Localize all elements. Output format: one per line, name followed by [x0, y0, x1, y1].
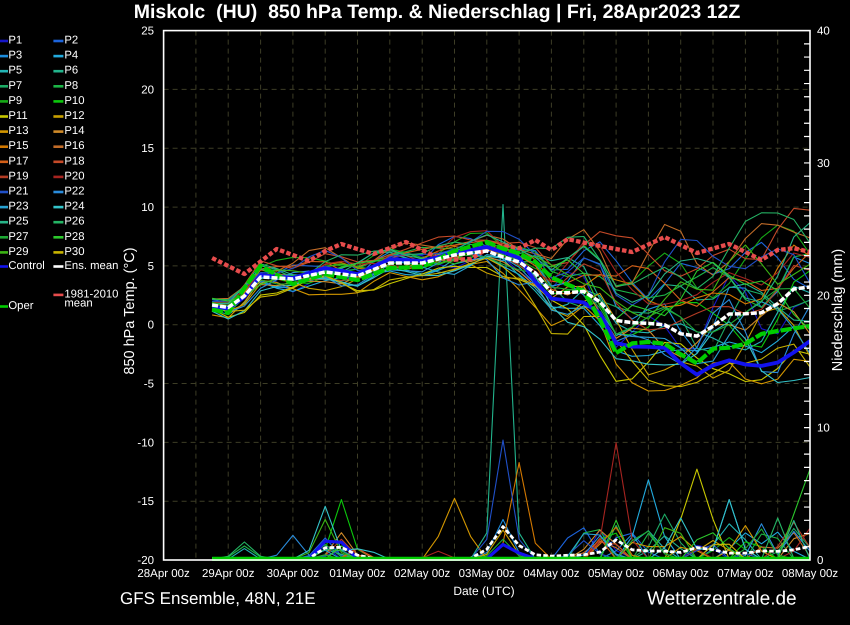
svg-text:P24: P24	[64, 201, 84, 213]
svg-text:Wetterzentrale.de: Wetterzentrale.de	[647, 589, 797, 610]
svg-text:P30: P30	[64, 246, 84, 258]
svg-text:25: 25	[141, 26, 154, 38]
svg-text:P6: P6	[64, 65, 78, 77]
svg-text:P15: P15	[8, 140, 28, 152]
svg-text:GFS Ensemble, 48N, 21E: GFS Ensemble, 48N, 21E	[120, 589, 316, 608]
svg-text:Niederschlag (mm): Niederschlag (mm)	[830, 249, 846, 371]
svg-text:Ens. mean: Ens. mean	[64, 260, 118, 272]
svg-text:0: 0	[817, 555, 823, 567]
svg-text:P28: P28	[64, 231, 84, 243]
svg-text:P25: P25	[8, 216, 28, 228]
svg-text:P5: P5	[8, 65, 22, 77]
svg-text:P11: P11	[8, 110, 27, 122]
svg-text:02May 00z: 02May 00z	[394, 568, 451, 580]
svg-text:P21: P21	[8, 186, 28, 198]
svg-text:P20: P20	[64, 170, 84, 182]
svg-text:40: 40	[817, 26, 830, 38]
svg-text:-20: -20	[137, 555, 154, 567]
svg-text:P1: P1	[8, 35, 22, 47]
svg-text:30Apr 00z: 30Apr 00z	[267, 568, 320, 580]
svg-text:P7: P7	[8, 80, 22, 92]
svg-text:P4: P4	[64, 50, 78, 62]
svg-text:P18: P18	[64, 155, 84, 167]
svg-text:5: 5	[148, 261, 154, 273]
svg-text:-15: -15	[137, 496, 154, 508]
svg-text:08May 00z: 08May 00z	[782, 568, 839, 580]
svg-text:Control: Control	[8, 260, 44, 272]
svg-text:0: 0	[148, 320, 154, 332]
svg-text:04May 00z: 04May 00z	[523, 568, 580, 580]
svg-text:05May 00z: 05May 00z	[588, 568, 645, 580]
svg-text:03May 00z: 03May 00z	[459, 568, 516, 580]
svg-text:P16: P16	[64, 140, 84, 152]
svg-text:mean: mean	[64, 298, 92, 310]
svg-text:1981-2010: 1981-2010	[64, 288, 118, 300]
svg-text:01May 00z: 01May 00z	[329, 568, 386, 580]
svg-text:P22: P22	[64, 186, 84, 198]
svg-text:Oper: Oper	[8, 300, 33, 312]
svg-text:-10: -10	[137, 437, 154, 449]
svg-text:07May 00z: 07May 00z	[717, 568, 774, 580]
svg-text:Miskolc (HU) 850 hPa Temp. &: Miskolc (HU) 850 hPa Temp. & Niederschla…	[134, 1, 741, 23]
svg-text:20: 20	[141, 84, 154, 96]
svg-text:P12: P12	[64, 110, 84, 122]
svg-text:Date (UTC): Date (UTC)	[453, 584, 514, 598]
svg-text:P10: P10	[64, 95, 84, 107]
svg-text:15: 15	[141, 143, 154, 155]
svg-text:06May 00z: 06May 00z	[653, 568, 710, 580]
svg-text:P3: P3	[8, 50, 22, 62]
svg-text:P2: P2	[64, 35, 78, 47]
svg-text:10: 10	[141, 202, 154, 214]
svg-text:P29: P29	[8, 246, 28, 258]
svg-text:P23: P23	[8, 201, 28, 213]
svg-text:P27: P27	[8, 231, 28, 243]
svg-text:P8: P8	[64, 80, 78, 92]
svg-text:P13: P13	[8, 125, 28, 137]
svg-text:10: 10	[817, 423, 830, 435]
svg-text:P14: P14	[64, 125, 84, 137]
svg-text:30: 30	[817, 158, 830, 170]
svg-text:P19: P19	[8, 170, 28, 182]
svg-text:P17: P17	[8, 155, 28, 167]
svg-text:28Apr 00z: 28Apr 00z	[137, 568, 190, 580]
svg-text:850 hPa Temp. (°C): 850 hPa Temp. (°C)	[122, 247, 138, 374]
svg-text:29Apr 00z: 29Apr 00z	[202, 568, 255, 580]
svg-text:-5: -5	[144, 379, 154, 391]
svg-text:P26: P26	[64, 216, 84, 228]
svg-text:P9: P9	[8, 95, 22, 107]
svg-text:20: 20	[817, 290, 830, 302]
